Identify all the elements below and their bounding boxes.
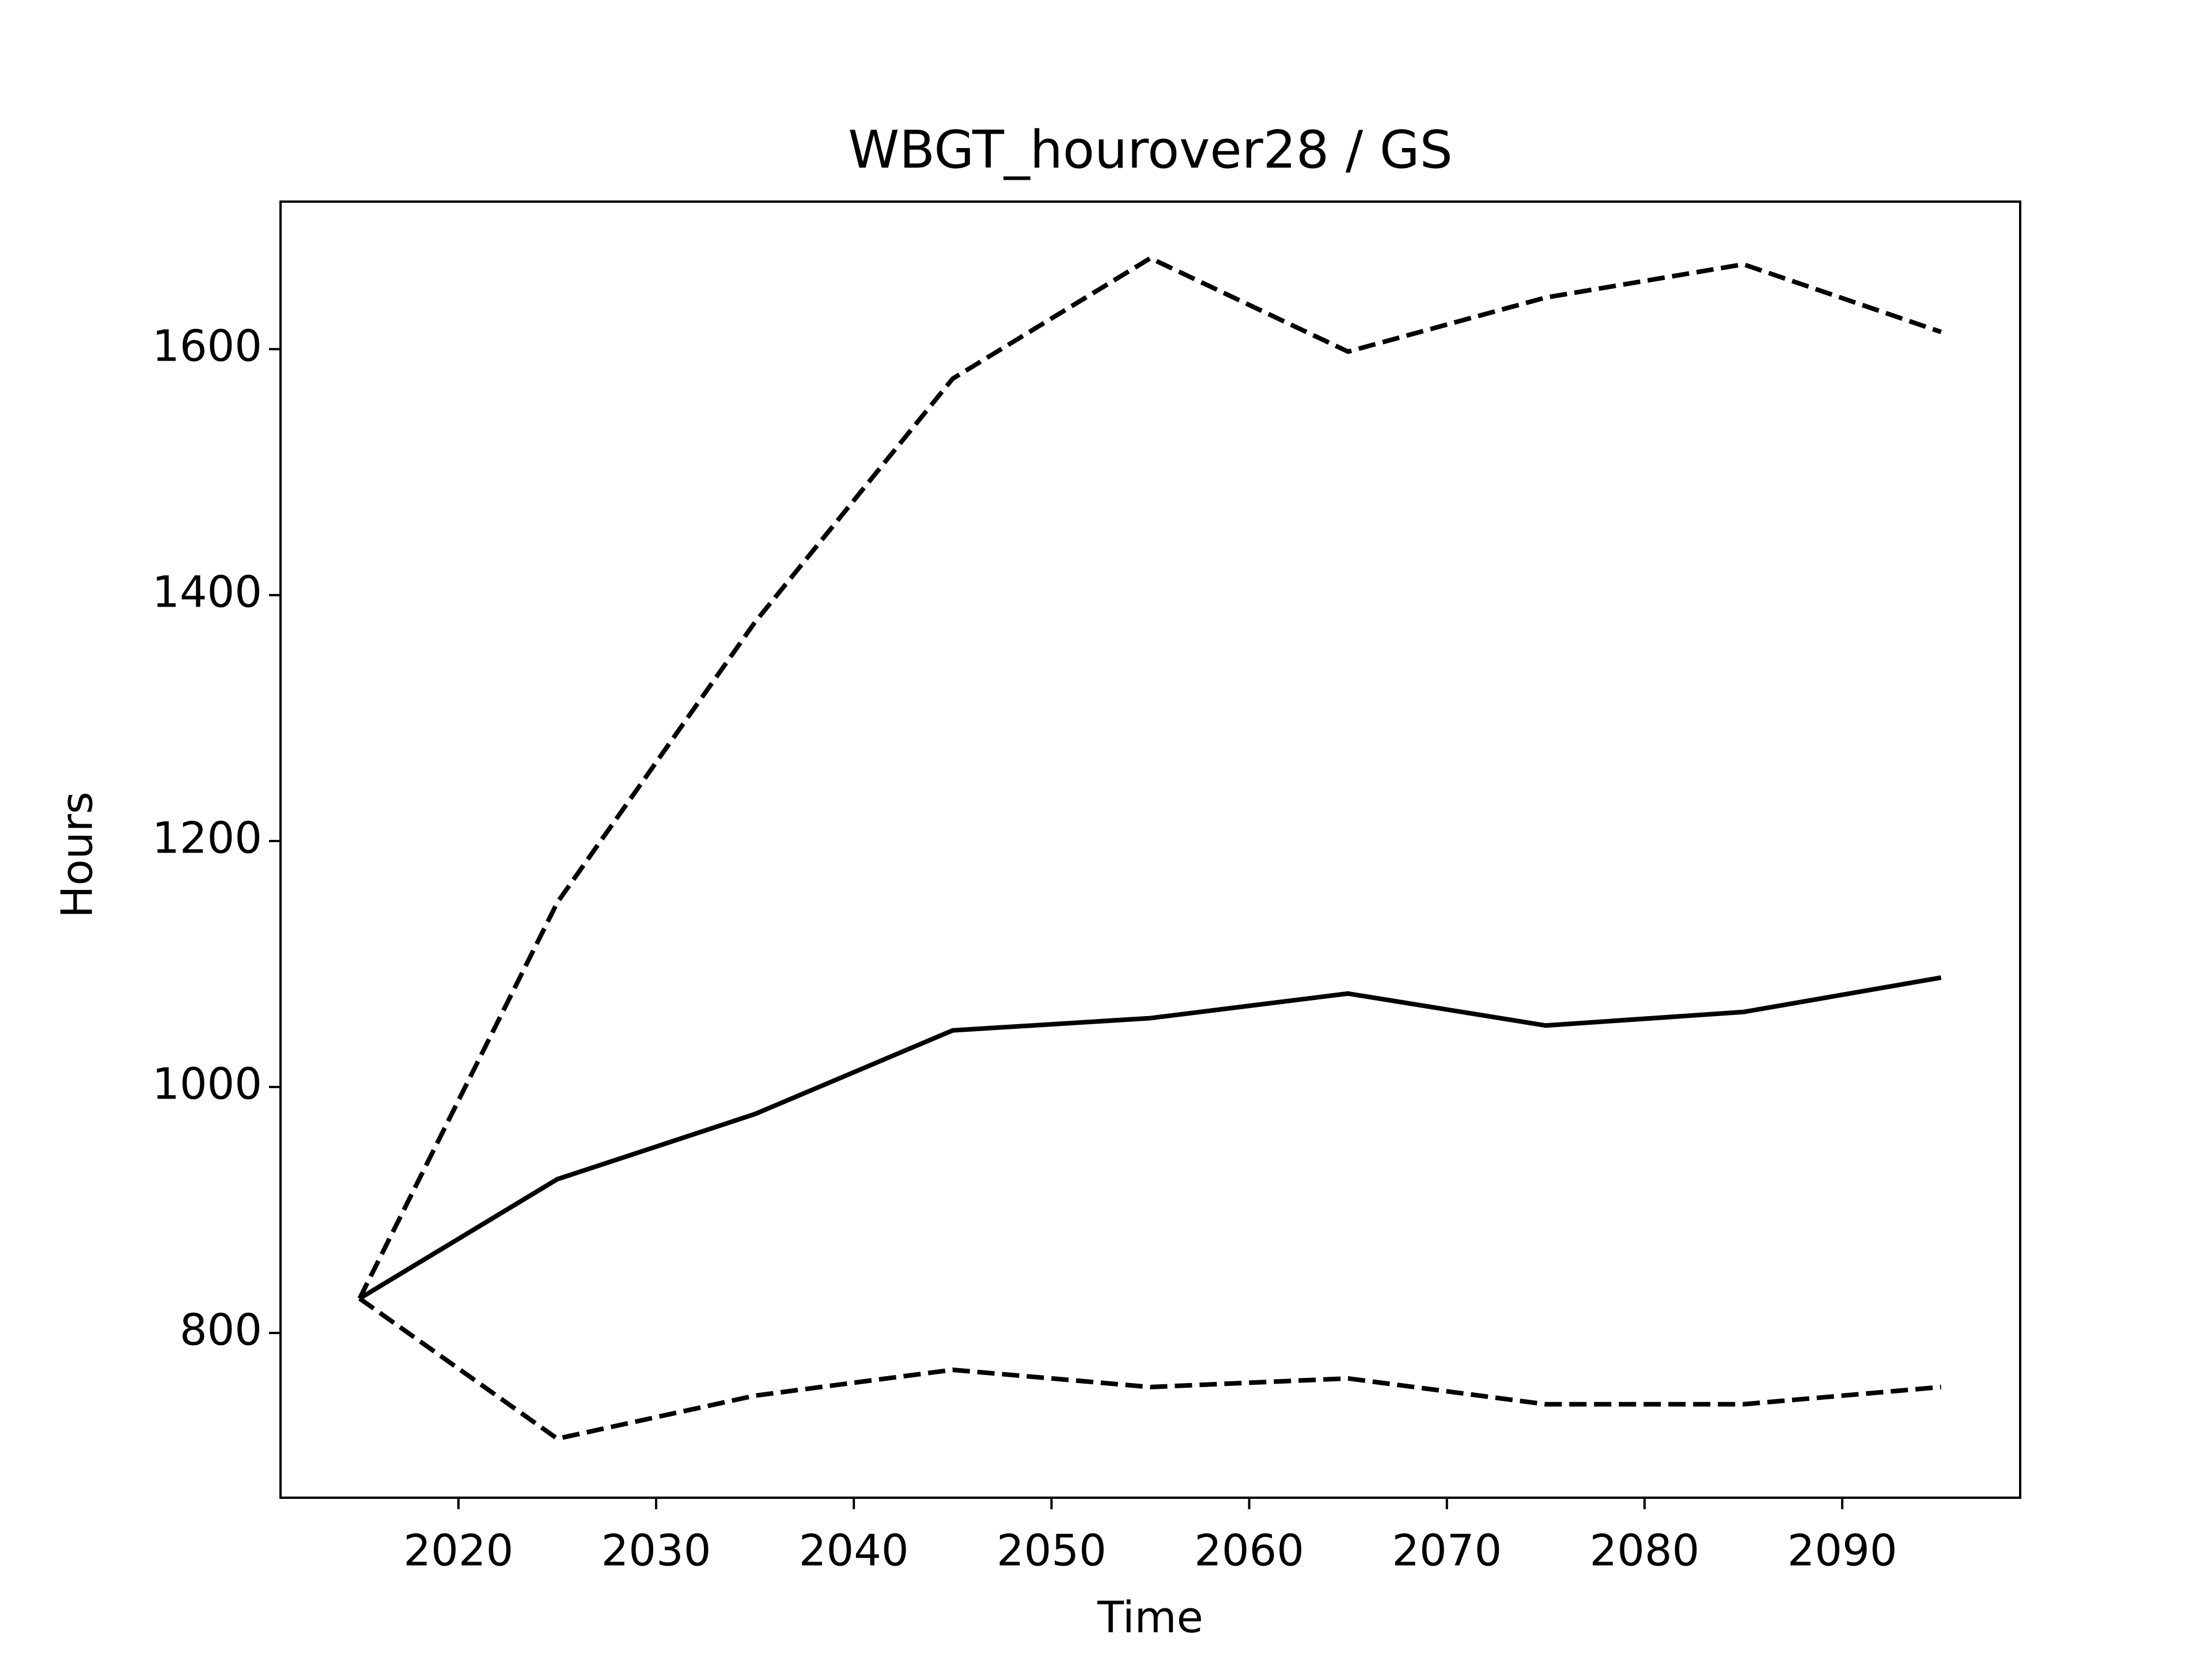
y-tick-label: 1000 bbox=[152, 1059, 262, 1109]
x-tick-label: 2030 bbox=[601, 1525, 711, 1576]
y-axis-label: Hours bbox=[52, 791, 103, 918]
x-tick-label: 2080 bbox=[1590, 1525, 1700, 1576]
y-tick-label: 1200 bbox=[152, 813, 262, 863]
x-tick-label: 2070 bbox=[1392, 1525, 1502, 1576]
line-series bbox=[358, 975, 1942, 1301]
chart-title: WBGT_hourover28 / GS bbox=[848, 120, 1452, 180]
x-tick-label: 2040 bbox=[799, 1525, 909, 1576]
x-tick-label: 2020 bbox=[403, 1525, 513, 1576]
x-axis-label: Time bbox=[1097, 1592, 1203, 1643]
x-tick-label: 2050 bbox=[997, 1525, 1107, 1576]
line-series bbox=[357, 256, 1942, 1300]
line-series bbox=[358, 1296, 1942, 1441]
y-tick-label: 1400 bbox=[152, 567, 262, 618]
plot-frame bbox=[279, 200, 2021, 1499]
y-tick-label: 1600 bbox=[152, 321, 262, 372]
x-tick-label: 2060 bbox=[1194, 1525, 1304, 1576]
y-tick-label: 800 bbox=[180, 1304, 262, 1355]
x-tick-label: 2090 bbox=[1787, 1525, 1897, 1576]
